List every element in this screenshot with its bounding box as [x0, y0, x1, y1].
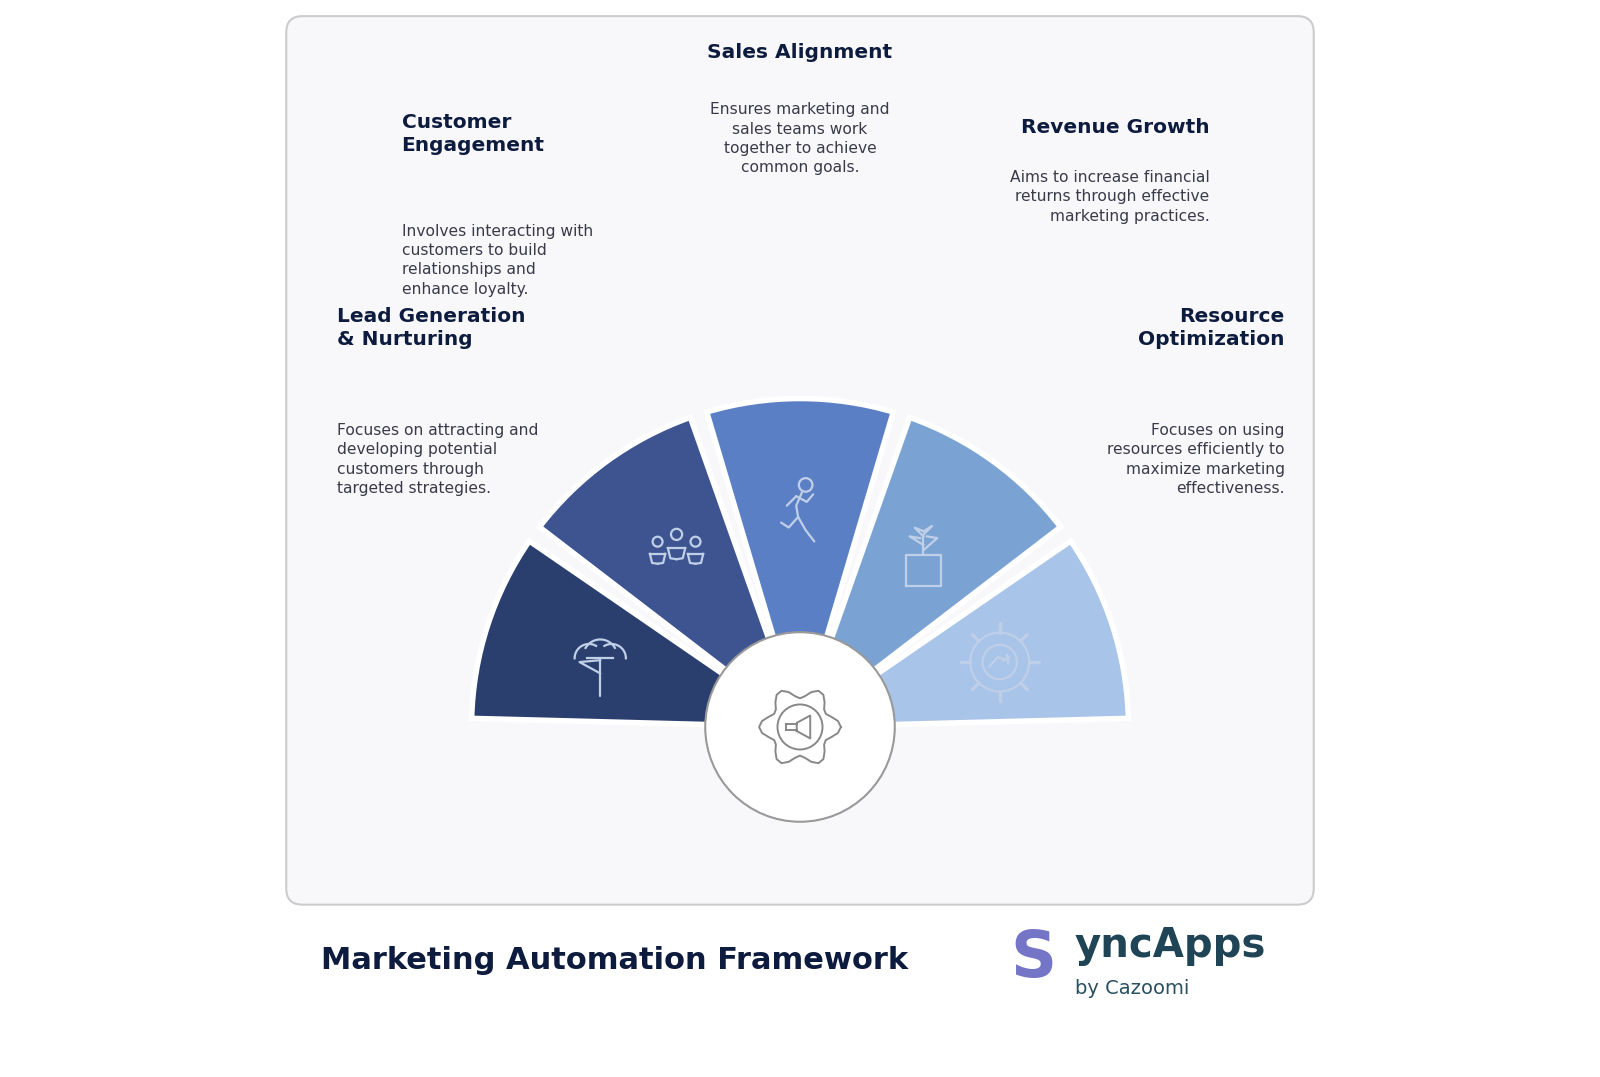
Text: Revenue Growth: Revenue Growth: [1021, 118, 1210, 138]
Text: by Cazoomi: by Cazoomi: [1075, 979, 1189, 998]
Text: Sales Alignment: Sales Alignment: [707, 43, 893, 62]
Text: S: S: [1010, 927, 1056, 990]
Text: Marketing Automation Framework: Marketing Automation Framework: [320, 947, 907, 975]
Text: Lead Generation
& Nurturing: Lead Generation & Nurturing: [338, 307, 525, 349]
Text: Resource
Optimization: Resource Optimization: [1138, 307, 1285, 349]
Wedge shape: [707, 398, 893, 642]
Text: Aims to increase financial
returns through effective
marketing practices.: Aims to increase financial returns throu…: [1010, 170, 1210, 224]
Wedge shape: [472, 541, 728, 725]
Text: Focuses on using
resources efficiently to
maximize marketing
effectiveness.: Focuses on using resources efficiently t…: [1107, 423, 1285, 495]
Text: Involves interacting with
customers to build
relationships and
enhance loyalty.: Involves interacting with customers to b…: [402, 224, 592, 296]
FancyBboxPatch shape: [286, 16, 1314, 905]
Wedge shape: [539, 417, 771, 673]
Circle shape: [706, 632, 894, 822]
Wedge shape: [829, 417, 1061, 673]
Text: Ensures marketing and
sales teams work
together to achieve
common goals.: Ensures marketing and sales teams work t…: [710, 102, 890, 174]
Text: yncApps: yncApps: [1075, 925, 1266, 966]
Text: Customer
Engagement: Customer Engagement: [402, 113, 544, 155]
Wedge shape: [872, 541, 1128, 725]
Text: Focuses on attracting and
developing potential
customers through
targeted strate: Focuses on attracting and developing pot…: [338, 423, 538, 495]
